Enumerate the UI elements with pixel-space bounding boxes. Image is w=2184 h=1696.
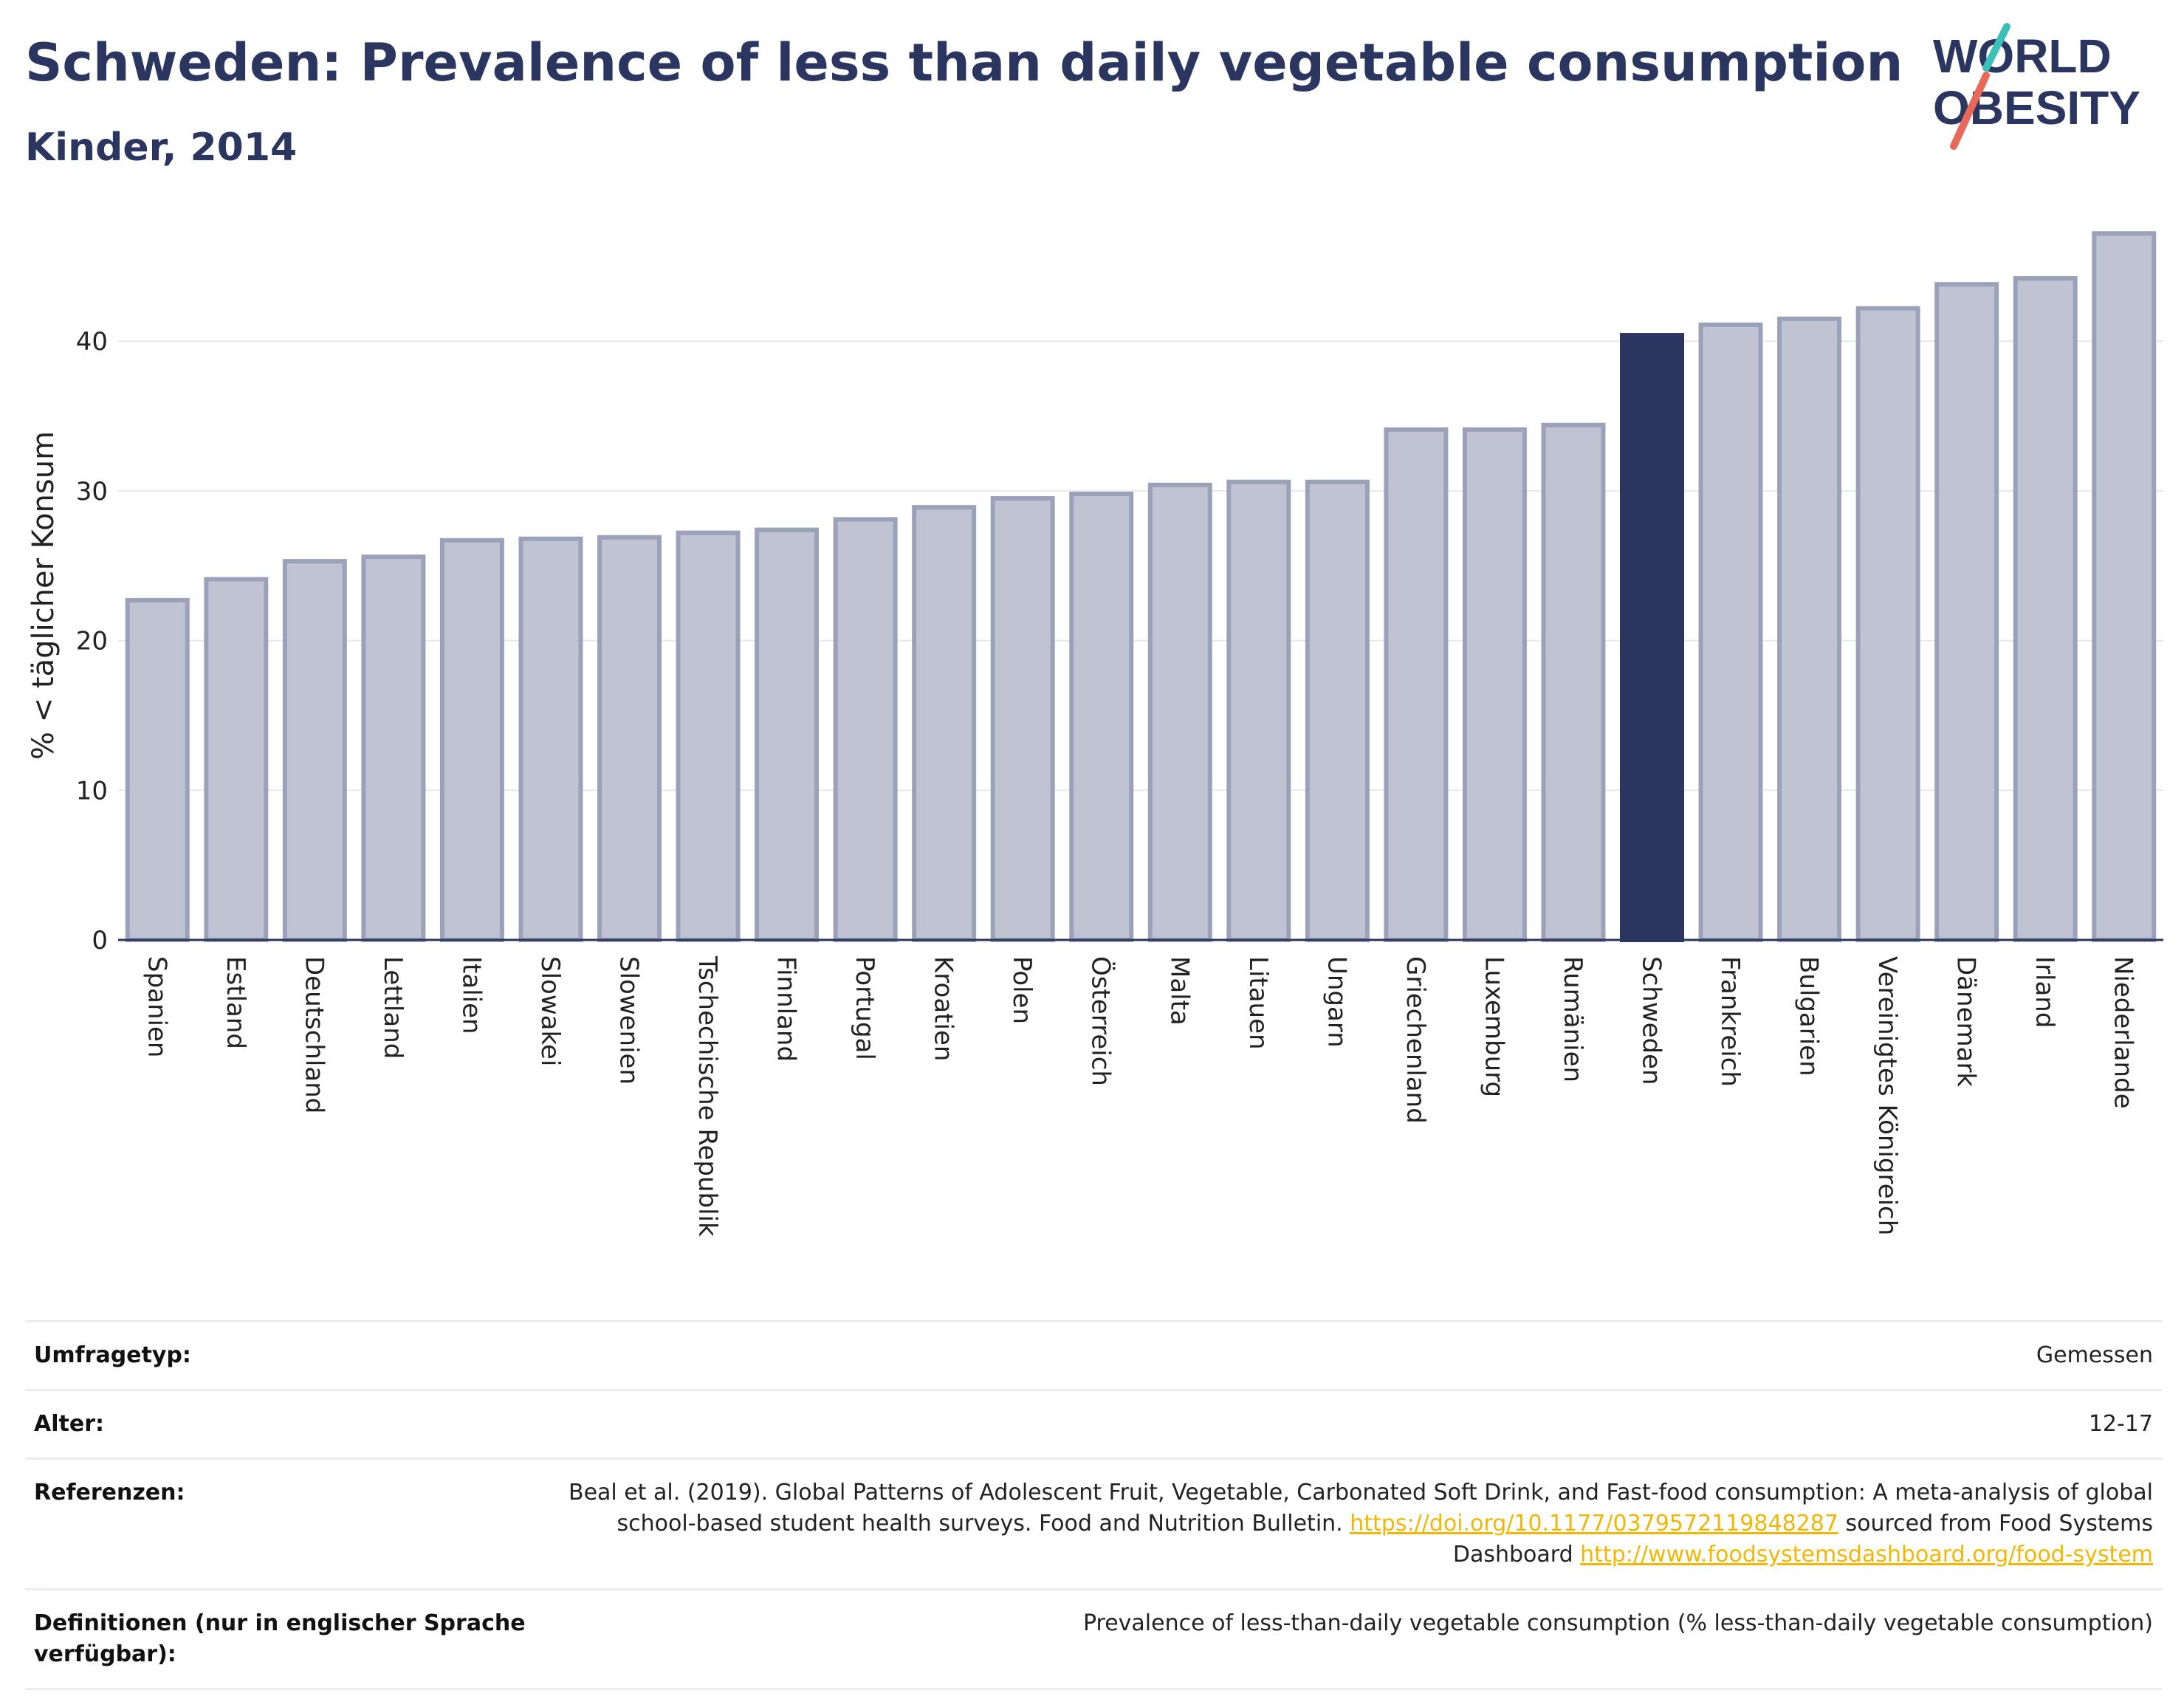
bar-tschechische-republik[interactable] <box>676 530 741 942</box>
meta-row-references: Referenzen: Beal et al. (2019). Global P… <box>25 1458 2162 1588</box>
bar-dänemark[interactable] <box>1934 282 1999 942</box>
logo-slash-top <box>1982 23 2010 72</box>
x-tick-label: Slowakei <box>535 956 565 1066</box>
metadata-table: Umfragetyp: Gemessen Alter: 12-17 Refere… <box>25 1320 2162 1690</box>
meta-value-references: Beal et al. (2019). Global Patterns of A… <box>551 1477 2153 1570</box>
x-tick-label: Kroatien <box>929 956 958 1061</box>
y-tick-label: 40 <box>76 327 108 357</box>
meta-label: Umfragetyp: <box>34 1342 191 1368</box>
bar-frankreich[interactable] <box>1698 322 1763 942</box>
bar-slowakei[interactable] <box>518 536 583 942</box>
bar-slowenien[interactable] <box>597 535 662 942</box>
meta-label: Referenzen: <box>34 1480 185 1506</box>
bar-deutschland[interactable] <box>282 559 347 942</box>
x-tick-label: Deutschland <box>299 956 329 1113</box>
bar-irland[interactable] <box>2013 276 2078 942</box>
x-tick-label: Slowenien <box>614 956 644 1085</box>
bar-kroatien[interactable] <box>912 505 977 942</box>
bar-malta[interactable] <box>1147 482 1212 942</box>
x-tick-label: Malta <box>1164 956 1194 1026</box>
x-tick-label: Finnland <box>772 956 801 1062</box>
y-tick-label: 20 <box>76 627 108 656</box>
x-tick-label: Polen <box>1007 956 1037 1024</box>
bar-luxemburg[interactable] <box>1462 427 1527 942</box>
bar-polen[interactable] <box>990 496 1055 942</box>
bar-portugal[interactable] <box>833 517 898 942</box>
page-subtitle: Kinder, 2014 <box>25 126 298 170</box>
x-tick-label: Ungarn <box>1322 956 1351 1048</box>
reference-text-2: sourced from Food Systems Dashboard <box>1452 1511 2153 1568</box>
x-tick-label: Tschechische Republik <box>693 955 722 1237</box>
bar-rumänien[interactable] <box>1541 422 1606 942</box>
doi-link[interactable]: https://doi.org/10.1177/0379572119848287 <box>1350 1511 1838 1537</box>
y-axis-label: % < täglicher Konsum <box>27 431 61 760</box>
meta-row-definitions: Definitionen (nur in englischer Sprache … <box>25 1588 2162 1690</box>
x-tick-label: Irland <box>2030 956 2059 1028</box>
meta-row-survey-type: Umfragetyp: Gemessen <box>25 1320 2162 1389</box>
bar-ungarn[interactable] <box>1305 479 1370 942</box>
x-tick-label: Luxemburg <box>1479 956 1508 1097</box>
x-tick-label: Lettland <box>378 956 408 1059</box>
x-tick-label: Rumänien <box>1558 956 1587 1082</box>
meta-label: Alter: <box>34 1411 104 1437</box>
reference-text: Beal et al. (2019). Global Patterns of A… <box>568 1480 2153 1537</box>
x-tick-label: Litauen <box>1243 956 1273 1050</box>
logo-slash-bottom <box>1950 72 1990 150</box>
bar-schweden[interactable] <box>1620 333 1684 942</box>
y-tick-label: 30 <box>76 477 108 507</box>
x-tick-label: Portugal <box>850 956 879 1060</box>
bar-vereinigtes-königreich[interactable] <box>1855 306 1920 942</box>
bar-bulgarien[interactable] <box>1777 316 1842 942</box>
x-tick-label: Griechenland <box>1401 956 1430 1124</box>
world-obesity-logo: WORLD OBESITY <box>1933 23 2140 150</box>
meta-value: Gemessen <box>2036 1342 2153 1368</box>
x-tick-label: Österreich <box>1086 956 1116 1086</box>
x-tick-label: Vereinigtes Königreich <box>1872 956 1902 1235</box>
meta-row-age: Alter: 12-17 <box>25 1389 2162 1458</box>
x-tick-label: Frankreich <box>1715 956 1745 1087</box>
bar-niederlande[interactable] <box>2092 231 2157 942</box>
x-tick-label: Dänemark <box>1951 956 1981 1087</box>
bar-italien[interactable] <box>439 538 504 942</box>
x-tick-label: Bulgarien <box>1794 956 1824 1077</box>
page-title: Schweden: Prevalence of less than daily … <box>25 32 1903 93</box>
meta-value: Prevalence of less-than-daily vegetable … <box>1082 1610 2153 1636</box>
bar-spanien[interactable] <box>125 597 190 943</box>
dashboard-link[interactable]: http://www.foodsystemsdashboard.org/food… <box>1580 1542 2153 1568</box>
bar-chart: 0 10 20 30 40 % < täglicher Konsum Spanien Estl… <box>27 231 2163 1237</box>
x-tick-label: Estland <box>221 956 250 1049</box>
x-tick-label: Schweden <box>1637 956 1666 1085</box>
bar-griechenland[interactable] <box>1384 427 1449 942</box>
x-tick-label: Italien <box>456 956 486 1034</box>
meta-value: 12-17 <box>2088 1411 2153 1437</box>
bar-lettland[interactable] <box>361 555 426 942</box>
bar-österreich[interactable] <box>1069 491 1134 942</box>
x-tick-label: Niederlande <box>2109 956 2138 1109</box>
x-tick-label: Spanien <box>142 956 171 1057</box>
bar-estland[interactable] <box>204 577 269 942</box>
y-tick-label: 0 <box>92 926 108 955</box>
bar-finnland[interactable] <box>755 527 820 942</box>
logo-line1: WORLD <box>1933 30 2112 83</box>
bar-litauen[interactable] <box>1226 479 1291 942</box>
meta-label: Definitionen (nur in englischer Sprache … <box>34 1610 526 1667</box>
y-tick-label: 10 <box>76 776 108 806</box>
